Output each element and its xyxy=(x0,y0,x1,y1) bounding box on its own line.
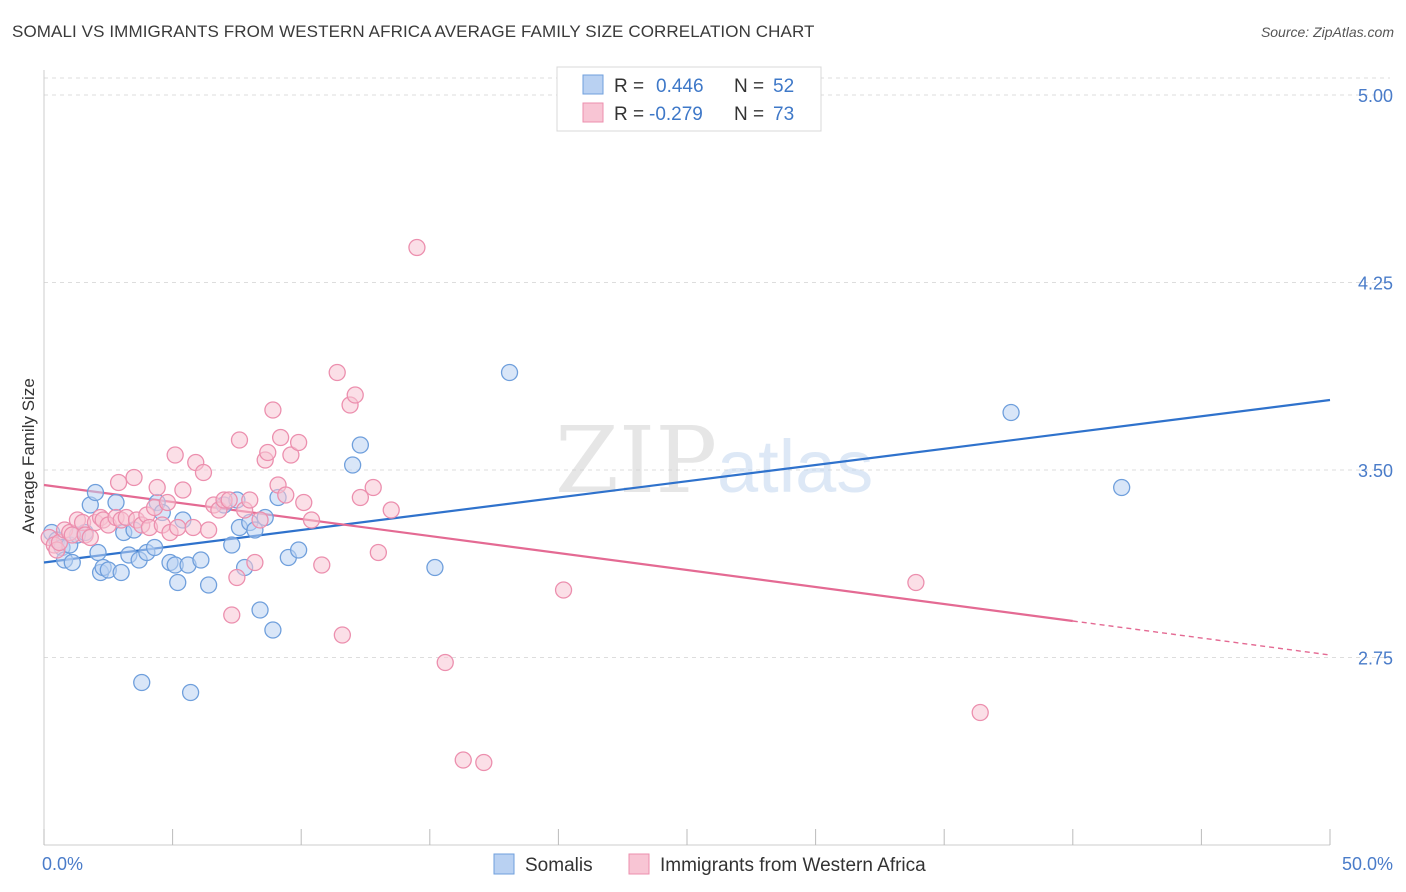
y-tick-label-0: 2.75 xyxy=(1358,649,1393,669)
legend-n-label-2: N = xyxy=(734,104,764,125)
point-somalis-45 xyxy=(289,541,308,559)
point-immigrants-31 xyxy=(174,481,192,499)
point-immigrants-65 xyxy=(382,501,400,519)
point-somalis-30 xyxy=(181,683,200,702)
point-immigrants-29 xyxy=(166,446,184,464)
legend-n-value-1: 52 xyxy=(773,76,794,97)
point-immigrants-25 xyxy=(148,478,166,497)
point-somalis-31 xyxy=(192,551,210,569)
point-immigrants-30 xyxy=(169,518,187,537)
point-somalis-40 xyxy=(251,601,269,619)
point-somalis-49 xyxy=(500,363,519,382)
point-immigrants-45 xyxy=(246,553,264,572)
point-somalis-50 xyxy=(1002,403,1020,422)
point-somalis-15 xyxy=(112,563,130,582)
point-somalis-34 xyxy=(223,536,241,554)
point-immigrants-63 xyxy=(364,478,382,497)
point-immigrants-44 xyxy=(241,491,259,509)
chart-source: Source: ZipAtlas.com xyxy=(1260,24,1394,40)
watermark: ZIP atlas xyxy=(555,407,873,514)
bottom-legend-swatch-immigrants xyxy=(628,853,650,875)
point-immigrants-62 xyxy=(351,488,370,507)
point-immigrants-64 xyxy=(369,543,388,562)
legend-swatch-pink xyxy=(582,102,604,123)
x-tick-labels: 0.0% 50.0% xyxy=(42,854,1393,874)
point-somalis-32 xyxy=(199,576,218,594)
point-immigrants-56 xyxy=(302,511,321,529)
y-tick-label-3: 5.00 xyxy=(1358,86,1393,106)
bottom-legend-swatch-somalis xyxy=(493,853,515,875)
axes xyxy=(43,70,1331,846)
point-somalis-22 xyxy=(145,538,164,557)
point-immigrants-35 xyxy=(199,521,218,539)
point-somalis-48 xyxy=(426,558,444,577)
point-immigrants-61 xyxy=(346,386,364,404)
point-immigrants-69 xyxy=(475,753,493,772)
legend-swatch-blue xyxy=(582,74,604,95)
point-somalis-42 xyxy=(264,621,282,639)
point-immigrants-46 xyxy=(251,511,269,529)
y-tick-labels: 2.75 3.50 4.25 5.00 xyxy=(1358,86,1393,669)
data-points xyxy=(40,238,1131,772)
point-immigrants-51 xyxy=(271,428,290,447)
bottom-legend-somalis: Somalis xyxy=(525,855,593,876)
point-immigrants-27 xyxy=(158,493,177,512)
chart-title: SOMALI VS IMMIGRANTS FROM WESTERN AFRICA… xyxy=(12,22,815,41)
point-somalis-27 xyxy=(169,573,187,592)
point-immigrants-70 xyxy=(554,581,573,599)
legend-n-value-2: 73 xyxy=(773,104,794,125)
top-legend: R = 0.446 N = 52 R = -0.279 N = 73 xyxy=(556,66,822,132)
point-immigrants-52 xyxy=(277,486,295,504)
legend-n-label-1: N = xyxy=(734,76,764,97)
point-immigrants-49 xyxy=(264,401,282,419)
point-somalis-5 xyxy=(63,553,81,572)
point-immigrants-57 xyxy=(313,556,331,574)
bottom-legend: Somalis Immigrants from Western Africa xyxy=(493,853,926,876)
bottom-legend-immigrants: Immigrants from Western Africa xyxy=(660,855,926,876)
point-immigrants-48 xyxy=(259,443,277,462)
point-somalis-9 xyxy=(86,483,105,502)
point-somalis-51 xyxy=(1113,478,1131,497)
point-somalis-47 xyxy=(351,436,370,454)
point-immigrants-16 xyxy=(109,473,128,492)
point-somalis-14 xyxy=(107,493,125,512)
point-immigrants-71 xyxy=(907,573,925,592)
legend-r-label-1: R = xyxy=(614,76,644,97)
point-immigrants-54 xyxy=(289,433,308,452)
point-immigrants-41 xyxy=(228,568,246,587)
point-somalis-20 xyxy=(133,673,151,692)
point-immigrants-34 xyxy=(194,463,213,482)
point-immigrants-19 xyxy=(125,468,143,487)
point-immigrants-59 xyxy=(333,626,352,644)
legend-r-value-2: -0.279 xyxy=(649,104,703,125)
y-tick-label-1: 3.50 xyxy=(1358,461,1393,481)
point-immigrants-32 xyxy=(184,518,202,537)
trendline-immigrants-extension xyxy=(1072,620,1331,656)
point-immigrants-42 xyxy=(230,431,249,449)
point-immigrants-53 xyxy=(282,446,300,464)
point-somalis-10 xyxy=(89,543,107,562)
point-immigrants-58 xyxy=(328,363,346,382)
legend-r-value-1: 0.446 xyxy=(656,76,704,97)
point-immigrants-68 xyxy=(454,751,472,769)
point-immigrants-67 xyxy=(436,653,454,672)
x-tick-label-1: 50.0% xyxy=(1342,854,1393,874)
point-immigrants-66 xyxy=(408,238,426,257)
y-axis-label: Average Family Size xyxy=(19,378,38,534)
point-immigrants-55 xyxy=(295,493,313,512)
point-immigrants-72 xyxy=(971,703,989,722)
point-immigrants-10 xyxy=(81,528,99,547)
x-tick-label-0: 0.0% xyxy=(42,854,83,874)
point-immigrants-40 xyxy=(223,606,241,624)
y-tick-label-2: 4.25 xyxy=(1358,274,1393,294)
point-somalis-46 xyxy=(343,456,362,474)
legend-r-label-2: R = xyxy=(614,104,644,125)
watermark-zip: ZIP xyxy=(555,407,717,514)
point-immigrants-39 xyxy=(220,491,238,509)
